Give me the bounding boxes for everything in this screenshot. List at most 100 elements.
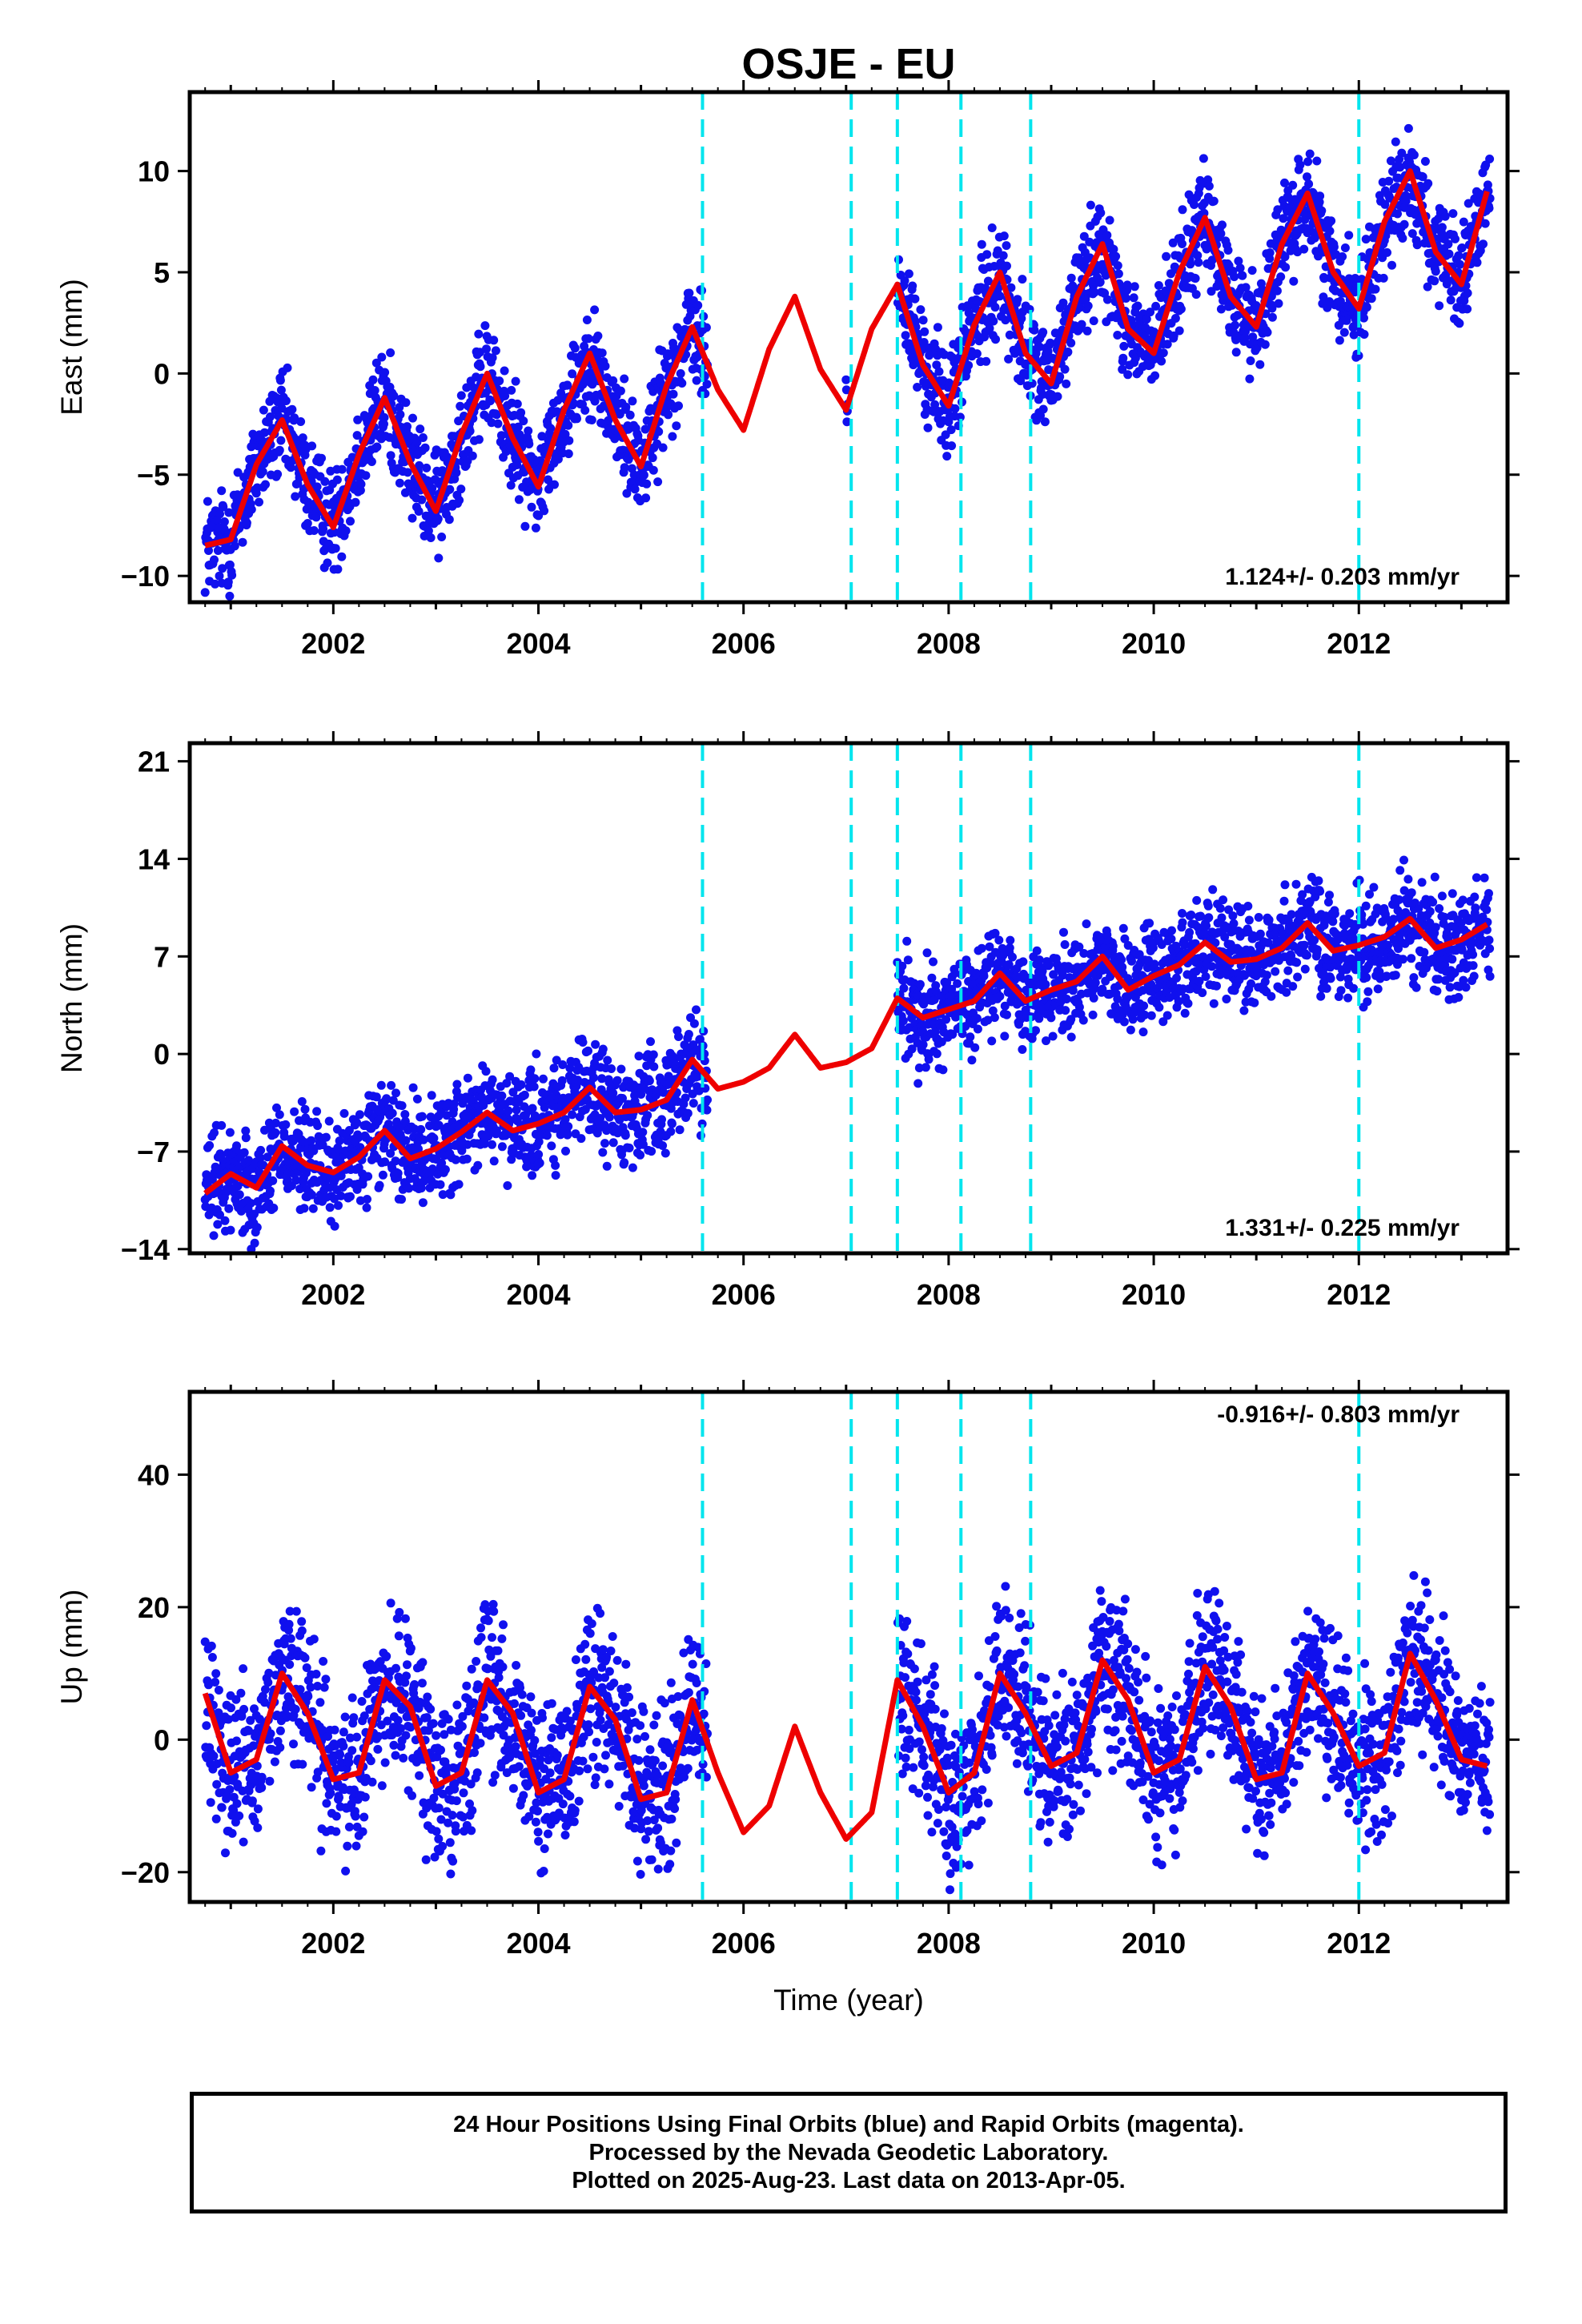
data-point: [898, 1016, 908, 1026]
data-point: [598, 1148, 608, 1157]
data-point: [692, 1005, 701, 1015]
data-point: [428, 484, 437, 493]
data-point: [1254, 913, 1263, 922]
data-point: [620, 374, 629, 384]
data-point: [1276, 272, 1286, 282]
data-point: [1102, 231, 1112, 240]
data-point: [1006, 283, 1016, 292]
data-point: [504, 1106, 513, 1116]
data-point: [397, 1101, 407, 1111]
data-point: [1060, 364, 1070, 374]
data-point: [530, 1074, 540, 1084]
data-point: [1122, 280, 1132, 290]
data-point: [903, 955, 913, 965]
data-point: [389, 391, 399, 400]
data-point: [1451, 234, 1460, 243]
data-point: [534, 1150, 544, 1159]
data-point: [620, 463, 629, 472]
data-point: [233, 468, 243, 477]
data-point: [312, 482, 322, 492]
data-point: [1066, 1032, 1076, 1042]
data-point: [1229, 919, 1239, 928]
x-tick-label: 2008: [917, 627, 981, 660]
figure-title: OSJE - EU: [741, 40, 955, 88]
data-point: [250, 1238, 259, 1248]
data-point: [1291, 879, 1301, 889]
data-point: [648, 465, 658, 475]
data-point: [636, 1150, 645, 1160]
data-point: [841, 375, 851, 384]
data-point: [268, 1176, 278, 1185]
data-point: [1448, 209, 1458, 219]
data-point: [476, 362, 485, 372]
data-point: [1231, 348, 1241, 357]
data-point: [1245, 374, 1255, 384]
data-point: [489, 336, 499, 345]
data-point: [527, 502, 536, 512]
data-point: [269, 1204, 279, 1212]
data-point: [1444, 249, 1454, 259]
data-point: [1032, 946, 1042, 955]
data-point: [503, 1181, 512, 1190]
data-point: [317, 453, 326, 463]
data-point: [1238, 271, 1247, 280]
data-point: [1420, 157, 1430, 166]
data-point: [213, 546, 223, 555]
data-point: [608, 1138, 618, 1148]
data-point: [1062, 995, 1071, 1003]
data-point: [630, 485, 640, 494]
data-point: [683, 1108, 693, 1118]
data-point: [417, 495, 427, 505]
data-point: [524, 426, 533, 436]
data-point: [1345, 909, 1355, 919]
data-point: [1303, 157, 1313, 167]
x-tick-label: 2004: [506, 627, 570, 660]
data-point: [1154, 1003, 1164, 1012]
data-point: [1480, 219, 1490, 228]
data-point: [1369, 883, 1379, 892]
data-point: [299, 1204, 309, 1213]
data-point: [973, 1024, 982, 1034]
data-point: [667, 1119, 677, 1128]
data-point: [1325, 891, 1334, 900]
data-point: [990, 1013, 999, 1023]
data-point: [1167, 926, 1176, 935]
data-point: [271, 1128, 280, 1137]
data-point: [1005, 330, 1014, 340]
data-point: [1326, 974, 1335, 983]
data-point: [600, 361, 610, 371]
data-point: [672, 421, 681, 431]
data-point: [1384, 176, 1394, 186]
data-point: [1437, 223, 1447, 232]
data-point: [625, 410, 635, 420]
data-point: [454, 1180, 464, 1189]
data-point: [1172, 973, 1181, 983]
data-point: [372, 442, 382, 452]
data-point: [1367, 294, 1376, 304]
data-point: [224, 1204, 234, 1213]
data-point: [1086, 200, 1095, 210]
data-point: [211, 579, 220, 589]
data-point: [210, 555, 219, 565]
data-point: [1255, 929, 1265, 939]
data-point: [539, 1074, 548, 1084]
data-point: [600, 1139, 609, 1148]
data-point: [1192, 895, 1202, 905]
data-point: [1113, 261, 1122, 271]
data-point: [921, 1063, 930, 1072]
data-point: [1066, 273, 1076, 283]
data-point: [217, 1120, 227, 1130]
data-point: [1129, 293, 1138, 303]
data-point: [281, 396, 291, 405]
data-point: [1089, 316, 1098, 326]
data-point: [1010, 348, 1020, 358]
data-point: [1289, 276, 1299, 286]
data-point: [1322, 983, 1331, 993]
data-point: [900, 276, 909, 285]
data-point: [513, 422, 523, 432]
data-point: [1327, 216, 1336, 226]
data-point: [612, 1076, 622, 1085]
data-point: [1349, 983, 1359, 993]
